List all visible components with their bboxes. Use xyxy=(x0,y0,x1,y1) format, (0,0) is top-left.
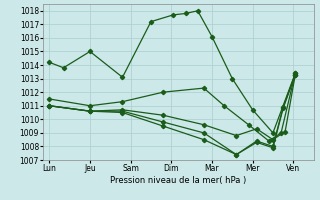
X-axis label: Pression niveau de la mer( hPa ): Pression niveau de la mer( hPa ) xyxy=(110,176,246,185)
